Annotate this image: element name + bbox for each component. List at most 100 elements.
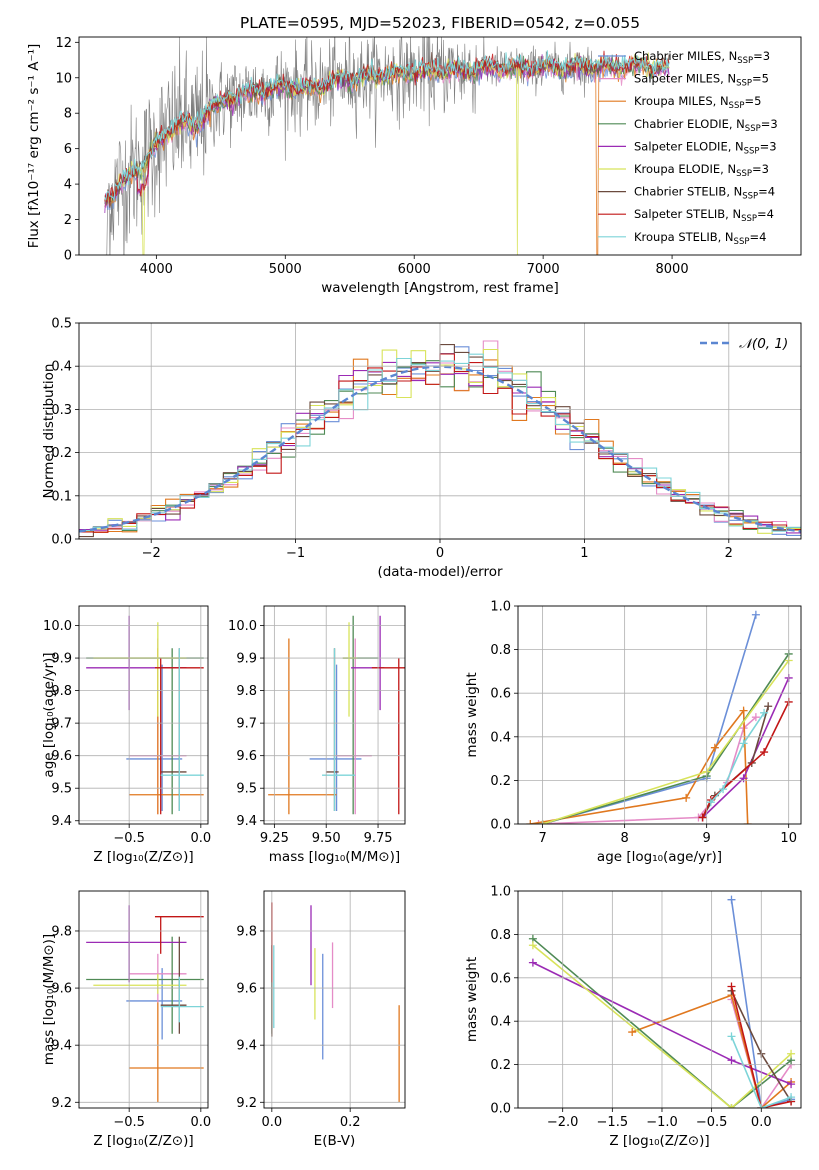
legend: 𝒩(0, 1) [700, 336, 788, 352]
series-line [730, 986, 792, 1108]
x-axis-label: E(B-V) [314, 1133, 356, 1149]
data-point-marker [787, 1049, 796, 1058]
y-tick-label: 9.2 [236, 1096, 257, 1111]
x-tick-label: −0.5 [113, 831, 145, 846]
legend-label-count: =4 [749, 230, 766, 244]
y-tick-label: 0.2 [490, 774, 511, 789]
series-line [542, 653, 790, 824]
legend-label-count: =5 [752, 72, 769, 86]
x-tick-label: 7000 [527, 262, 560, 277]
legend-entry: Chabrier MILES, NSSP=3 [598, 49, 770, 66]
y-tick-label: 9.4 [51, 814, 72, 829]
data-point-marker [528, 941, 537, 950]
y-axis-label: Flux [fλ10⁻¹⁷ erg cm⁻² s⁻¹ A⁻¹] [26, 44, 42, 249]
y-tick-label: 9.6 [51, 749, 72, 764]
data-point-marker [534, 820, 543, 824]
error-bar-kroupa-stelib [322, 648, 356, 811]
series-kroupa-elodie [528, 941, 796, 1108]
series-kroupa-miles [526, 706, 752, 824]
data-point-marker [751, 713, 760, 722]
data-point-marker [698, 813, 707, 822]
legend-entry: Salpeter STELIB, NSSP=4 [598, 207, 774, 224]
panel-mass-vs-Z: −0.5 0.0 9.2 9.4 9.6 9.8 Z [log₁₀(Z/Z⊙)] mass [… [41, 890, 211, 1149]
x-axis-label: age [log₁₀(age/yr)] [597, 849, 722, 865]
legend-entry: Salpeter MILES, NSSP=5 [598, 72, 769, 89]
data-point-marker [739, 706, 748, 715]
y-axis-label: mass weight [464, 672, 480, 757]
panel-mass-weight-vs-age: 7 8 9 10 0.0 0.2 0.4 0.6 0.8 1.0 age [log₁₀(age/yr… [464, 600, 802, 865]
series-line [542, 660, 790, 824]
y-tick-label: 8 [64, 107, 72, 122]
x-tick-label: −1.0 [646, 1115, 678, 1130]
legend-entry: Chabrier ELODIE, NSSP=3 [598, 117, 778, 134]
y-tick-label: 9.8 [236, 924, 257, 939]
series-line [631, 994, 792, 1108]
legend-label-text: Kroupa MILES, N [634, 94, 729, 108]
legend-label-text: Kroupa STELIB, N [634, 230, 734, 244]
panel-age-vs-mass: 9.25 9.50 9.75 9.4 9.5 9.6 9.7 9.8 9.9 10.0 mass [… [228, 605, 406, 865]
x-axis-label: wavelength [Angstrom, rest frame] [321, 280, 559, 296]
legend-label-count: =3 [752, 162, 769, 176]
data-point-marker [706, 798, 715, 807]
legend-label-count: =5 [744, 94, 761, 108]
data-point-marker [727, 1104, 736, 1108]
x-tick-label: 9.50 [312, 831, 341, 846]
y-tick-label: 1.0 [490, 885, 511, 900]
legend-label: Salpeter MILES, NSSP=5 [634, 72, 769, 89]
x-tick-label: 2 [725, 546, 733, 561]
y-tick-label: 10 [55, 71, 72, 86]
legend-label: Chabrier STELIB, NSSP=4 [634, 185, 775, 202]
data-point-marker [727, 1032, 736, 1041]
legend-label: Salpeter ELODIE, NSSP=3 [634, 139, 777, 156]
series-salpeter-elodie [528, 958, 796, 1089]
y-tick-label: 9.4 [236, 1039, 257, 1054]
y-tick-label: 0.3 [51, 403, 72, 418]
y-tick-label: 9.4 [236, 814, 257, 829]
y-tick-label: 12 [55, 36, 72, 51]
legend-label-text: Salpeter MILES, N [634, 72, 736, 86]
series-line [710, 712, 765, 803]
axes-frame [263, 605, 406, 825]
y-tick-label: 9.5 [236, 782, 257, 797]
plot-area [86, 615, 204, 815]
plot-area [268, 615, 405, 815]
data-point-marker [787, 1093, 796, 1102]
y-tick-label: 2 [64, 213, 72, 228]
series-line [532, 944, 792, 1108]
error-bar-kroupa-miles [129, 648, 204, 815]
legend-label: Chabrier MILES, NSSP=3 [634, 49, 770, 66]
y-tick-label: 10.0 [228, 619, 257, 634]
axes-frame [78, 322, 802, 540]
axes-frame [78, 36, 802, 256]
legend-label-count: =4 [758, 185, 775, 199]
legend-label-subscript: SSP [734, 237, 750, 247]
y-tick-label: 0.2 [51, 446, 72, 461]
y-tick-label: 0.0 [490, 1102, 511, 1117]
data-point-marker [727, 1056, 736, 1065]
error-bar-kroupa-miles [268, 638, 337, 815]
legend-entry: Kroupa STELIB, NSSP=4 [598, 230, 766, 247]
y-tick-label: 0.8 [490, 643, 511, 658]
data-point-marker [727, 895, 736, 904]
x-axis-label: Z [log₁₀(Z/Z⊙)] [93, 849, 193, 865]
panel-age-vs-Z: −0.5 0.0 9.4 9.5 9.6 9.7 9.8 9.9 10.0 Z [log₁₀(Z/… [41, 605, 211, 865]
error-bar-chabrier-elodie [342, 615, 379, 815]
axes-frame [517, 605, 802, 825]
legend-label-subscript: SSP [744, 146, 760, 156]
chart-title: PLATE=0595, MJD=52023, FIBERID=0542, z=0… [240, 14, 640, 32]
x-tick-label: 8 [620, 831, 628, 846]
x-axis-label: (data-model)/error [377, 564, 503, 580]
x-tick-label: −1.5 [597, 1115, 629, 1130]
legend-label-count: =3 [761, 117, 778, 131]
legend-label-text: Chabrier STELIB, N [634, 185, 742, 199]
series-kroupa-elodie [538, 656, 793, 824]
x-tick-label: 10 [780, 831, 797, 846]
x-tick-label: 7 [538, 831, 546, 846]
legend-label-text: Salpeter STELIB, N [634, 207, 741, 221]
legend-label-count: =4 [757, 207, 774, 221]
error-bar-kroupa-stelib [160, 648, 204, 811]
x-tick-label: 9.75 [364, 831, 393, 846]
y-tick-label: 9.6 [236, 982, 257, 997]
panel-mass-vs-EBV: 0.0 0.2 9.2 9.4 9.6 9.8 E(B-V) [236, 890, 406, 1149]
